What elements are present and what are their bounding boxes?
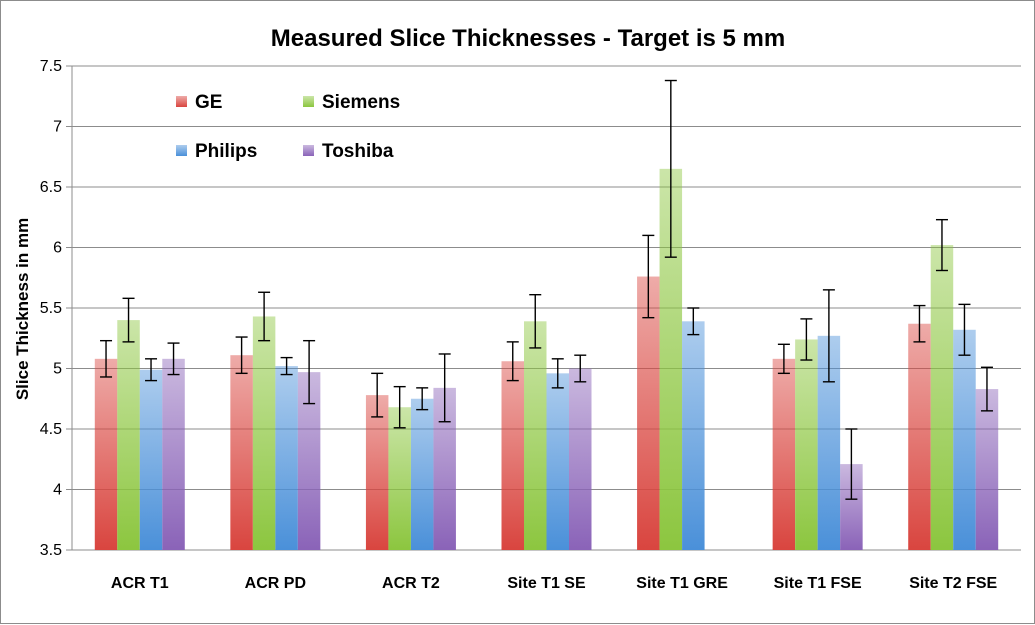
error-bar <box>100 339 113 378</box>
legend-item-siemens: Siemens <box>303 92 400 113</box>
legend-swatch <box>176 145 187 156</box>
x-category-label: Site T2 FSE <box>909 575 997 592</box>
error-bar <box>664 79 677 258</box>
bar-toshiba-acr-pd <box>297 372 321 550</box>
y-tick-label: 3.5 <box>40 542 62 559</box>
error-bar <box>980 366 993 412</box>
bar-ge-site-t1-fse <box>772 358 796 550</box>
bar-ge-site-t2-fse <box>908 323 931 550</box>
bar-ge-site-t1-gre <box>637 276 660 550</box>
error-bar <box>935 218 948 272</box>
bar-siemens-site-t1-se <box>524 321 547 550</box>
error-bar <box>393 385 406 429</box>
error-bar <box>280 356 293 376</box>
error-bar <box>371 372 384 418</box>
bar-philips-acr-pd <box>275 366 298 550</box>
bar-ge-acr-t1 <box>94 358 118 550</box>
legend-item-philips: Philips <box>176 141 257 162</box>
y-tick-label: 4.5 <box>40 421 62 438</box>
error-bar <box>800 318 813 361</box>
error-bar <box>913 304 926 343</box>
y-tick-label: 6 <box>53 240 62 257</box>
bar-philips-acr-t2 <box>410 398 434 550</box>
error-bar <box>506 341 519 382</box>
legend-label: Toshiba <box>322 141 394 162</box>
bar-siemens-site-t1-fse <box>795 339 818 550</box>
legend-swatch <box>303 96 314 107</box>
error-bar <box>958 303 971 356</box>
bar-siemens-acr-t2 <box>388 407 411 550</box>
bar-philips-site-t1-fse <box>817 335 841 550</box>
legend-label: GE <box>195 92 222 113</box>
bar-philips-acr-t1 <box>139 369 163 550</box>
bar-siemens-site-t2-fse <box>930 245 954 550</box>
legend-label: Philips <box>195 141 257 162</box>
y-axis-label: Slice Thickness in mm <box>13 218 32 400</box>
bar-siemens-acr-pd <box>252 316 276 550</box>
error-bar <box>145 358 158 382</box>
legend-swatch <box>176 96 187 107</box>
y-tick-label: 6.5 <box>40 179 62 196</box>
bar-philips-site-t1-se <box>546 373 569 550</box>
error-bar <box>303 339 316 405</box>
bar-philips-site-t2-fse <box>953 329 976 550</box>
bar-ge-acr-t2 <box>365 395 389 550</box>
bar-philips-site-t1-gre <box>682 321 705 550</box>
y-tick-labels: 3.5 4 4.5 5 5.5 6 6.5 7 7.5 <box>40 58 62 559</box>
error-bar <box>167 342 180 376</box>
y-tick-label: 5 <box>53 361 62 378</box>
legend-swatch <box>303 145 314 156</box>
x-category-label: Site T1 FSE <box>774 575 862 592</box>
legend-item-toshiba: Toshiba <box>303 141 394 162</box>
x-category-label: ACR PD <box>245 575 306 592</box>
error-bar <box>551 358 564 389</box>
y-tick-label: 5.5 <box>40 300 62 317</box>
bar-toshiba-acr-t2 <box>433 387 456 550</box>
error-bar <box>777 343 790 375</box>
bar-toshiba-acr-t1 <box>162 358 185 550</box>
error-bar <box>642 234 655 319</box>
error-bar <box>574 354 587 383</box>
error-bar <box>235 336 248 375</box>
bar-toshiba-site-t1-fse <box>840 464 863 550</box>
chart-title: Measured Slice Thicknesses - Target is 5… <box>271 25 785 52</box>
x-category-label: Site T1 GRE <box>636 575 728 592</box>
legend: GE Siemens Philips Toshiba <box>176 92 400 162</box>
y-tick-label: 7 <box>53 119 62 136</box>
bars <box>94 168 999 550</box>
y-tick-label: 4 <box>53 482 62 499</box>
x-category-label: ACR T1 <box>111 575 169 592</box>
bar-ge-site-t1-se <box>501 361 524 550</box>
error-bar <box>845 428 858 500</box>
error-bar <box>822 289 835 383</box>
error-bar <box>687 307 700 336</box>
bar-siemens-acr-t1 <box>117 320 140 550</box>
error-bar <box>416 387 429 411</box>
error-bar <box>258 291 271 342</box>
x-category-label: Site T1 SE <box>507 575 586 592</box>
legend-item-ge: GE <box>176 92 222 113</box>
legend-label: Siemens <box>322 92 400 113</box>
bar-ge-acr-pd <box>230 355 253 550</box>
y-tick-label: 7.5 <box>40 58 62 75</box>
error-bar <box>438 353 451 423</box>
bar-siemens-site-t1-gre <box>659 168 683 550</box>
bar-toshiba-site-t2-fse <box>975 389 999 550</box>
error-bar <box>529 293 542 349</box>
x-category-label: ACR T2 <box>382 575 440 592</box>
bar-toshiba-site-t1-se <box>569 368 592 550</box>
error-bars <box>100 79 993 500</box>
error-bar <box>122 297 135 343</box>
category-labels: ACR T1 ACR PD ACR T2 Site T1 SE Site T1 GRE S… <box>111 575 998 592</box>
